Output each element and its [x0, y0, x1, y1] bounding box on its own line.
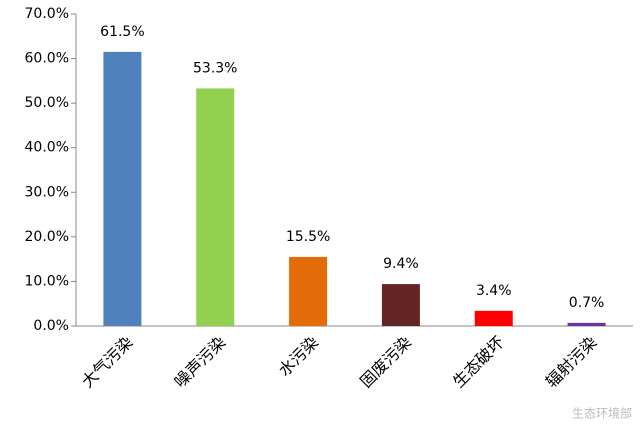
y-tick-label: 0.0% — [33, 318, 69, 334]
bar — [381, 284, 420, 326]
value-label: 0.7% — [569, 295, 605, 311]
x-tick-label: 噪声污染 — [171, 333, 230, 392]
y-tick-label: 60.0% — [25, 51, 69, 67]
bar — [289, 256, 328, 326]
x-tick-label: 固废污染 — [356, 333, 415, 392]
x-tick-label: 生态破坏 — [449, 333, 508, 392]
y-tick-label: 20.0% — [25, 229, 69, 245]
y-tick-label: 10.0% — [25, 273, 69, 289]
watermark: 生态环境部 — [572, 406, 632, 421]
bar — [196, 88, 235, 326]
value-label: 53.3% — [193, 60, 237, 76]
y-tick-label: 50.0% — [25, 95, 69, 111]
bar — [474, 310, 513, 326]
y-tick-label: 30.0% — [25, 184, 69, 200]
x-tick-label: 辐射污染 — [542, 333, 601, 392]
bar — [103, 51, 142, 327]
value-label: 61.5% — [100, 24, 144, 40]
value-label: 3.4% — [476, 283, 512, 299]
x-tick-label: 大气污染 — [78, 333, 137, 392]
bar — [567, 322, 606, 326]
value-label: 15.5% — [286, 229, 330, 245]
y-tick-label: 40.0% — [25, 140, 69, 156]
value-label: 9.4% — [383, 256, 419, 272]
x-tick-label: 水污染 — [275, 333, 322, 380]
y-tick-label: 70.0% — [25, 6, 69, 22]
